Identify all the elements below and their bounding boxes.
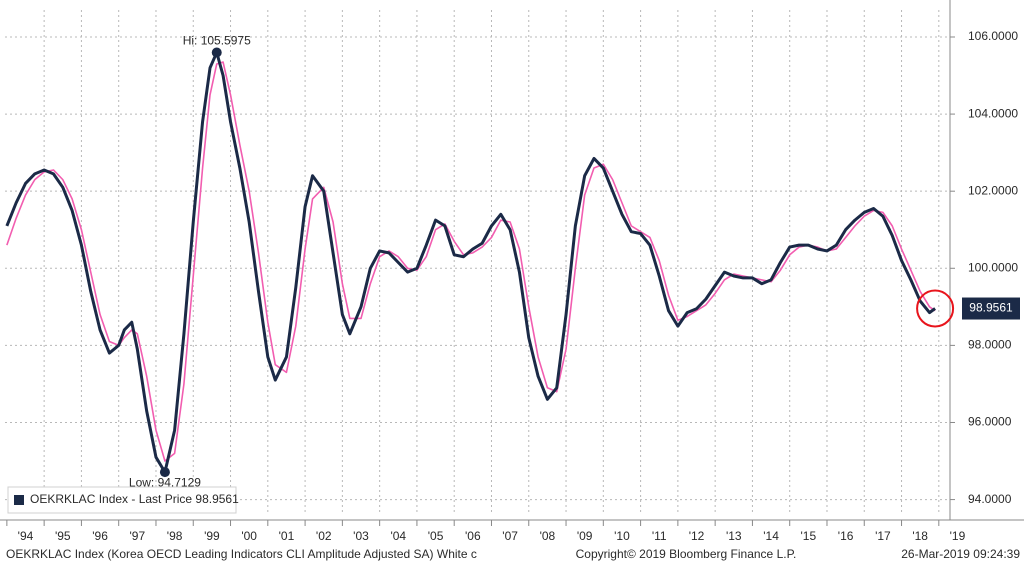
- x-tick-label: '01: [279, 529, 295, 543]
- x-tick-label: '02: [316, 529, 332, 543]
- x-tick-label: '12: [689, 529, 705, 543]
- highlight-circle: [916, 289, 955, 328]
- x-tick-label: '00: [241, 529, 257, 543]
- annotation-label: Low: 94.7129: [129, 475, 201, 489]
- x-tick-label: '07: [502, 529, 518, 543]
- annotation-label: Hi: 105.5975: [183, 34, 251, 48]
- x-tick-label: '04: [390, 529, 406, 543]
- y-tick-label: 102.0000: [968, 183, 1018, 197]
- x-tick-label: '17: [875, 529, 891, 543]
- x-tick-label: '18: [912, 529, 928, 543]
- y-tick-label: 104.0000: [968, 106, 1018, 120]
- x-tick-label: '09: [577, 529, 593, 543]
- x-tick-label: '05: [428, 529, 444, 543]
- footer-right: 26-Mar-2019 09:24:39: [901, 547, 1020, 561]
- annotation-dot: [211, 47, 222, 58]
- x-tick-label: '08: [540, 529, 556, 543]
- x-tick-label: '13: [726, 529, 742, 543]
- x-tick-label: '14: [763, 529, 779, 543]
- x-tick-label: '06: [465, 529, 481, 543]
- footer-center: Copyright© 2019 Bloomberg Finance L.P.: [576, 547, 797, 561]
- footer-left: OEKRKLAC Index (Korea OECD Leading Indic…: [6, 547, 477, 561]
- series-line: [5, 51, 936, 474]
- x-tick-label: '03: [353, 529, 369, 543]
- x-tick-label: '19: [950, 529, 966, 543]
- y-tick-label: 98.0000: [968, 338, 1012, 352]
- x-tick-label: '99: [204, 529, 220, 543]
- y-tick-label: 94.0000: [968, 492, 1012, 506]
- last-price-box: [962, 297, 1020, 320]
- x-tick-label: '96: [92, 529, 108, 543]
- legend-label: OEKRKLAC Index - Last Price 98.9561: [30, 492, 239, 506]
- x-tick-label: '11: [652, 529, 667, 543]
- y-tick-label: 100.0000: [968, 260, 1018, 274]
- x-tick-label: '15: [801, 529, 817, 543]
- x-tick-label: '95: [55, 529, 71, 543]
- x-tick-label: '94: [18, 529, 34, 543]
- y-tick-label: 106.0000: [968, 29, 1018, 43]
- annotation-dot: [159, 467, 170, 478]
- x-tick-label: '97: [130, 529, 146, 543]
- last-price-label: 98.9561: [969, 301, 1013, 315]
- y-tick-label: 96.0000: [968, 415, 1012, 429]
- x-tick-label: '10: [614, 529, 630, 543]
- legend-box: [7, 486, 237, 514]
- x-tick-label: '16: [838, 529, 854, 543]
- legend-swatch: [14, 495, 24, 505]
- x-tick-label: '98: [167, 529, 183, 543]
